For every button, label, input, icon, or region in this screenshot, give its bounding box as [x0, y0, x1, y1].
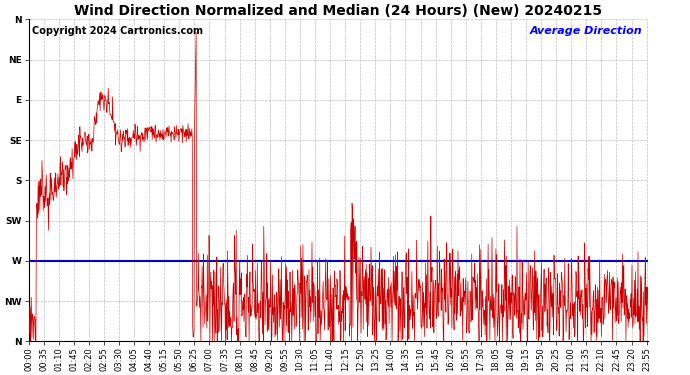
Title: Wind Direction Normalized and Median (24 Hours) (New) 20240215: Wind Direction Normalized and Median (24… [75, 4, 602, 18]
Text: Average Direction: Average Direction [529, 26, 642, 36]
Text: Copyright 2024 Cartronics.com: Copyright 2024 Cartronics.com [32, 26, 203, 36]
